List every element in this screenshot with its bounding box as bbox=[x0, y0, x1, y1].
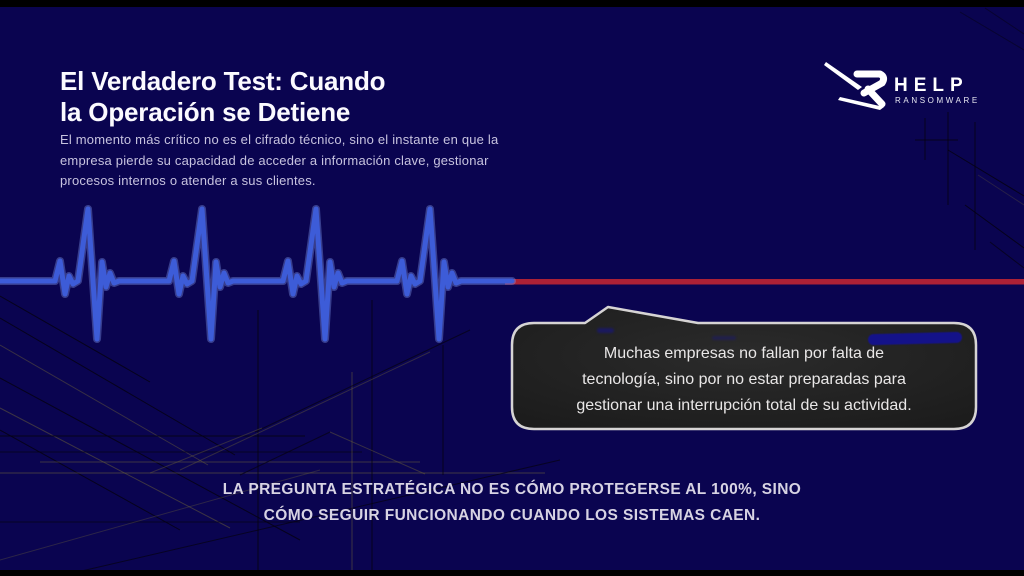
heartbeat-line bbox=[0, 206, 515, 342]
page-title: El Verdadero Test: Cuando la Operación s… bbox=[60, 66, 386, 128]
strategic-statement: LA PREGUNTA ESTRATÉGICA NO ES CÓMO PROTE… bbox=[0, 477, 1024, 528]
helpransomware-logo: HELP RANSOMWARE bbox=[824, 58, 977, 114]
logo-brand-text: HELP bbox=[894, 75, 969, 96]
redaction-smudge bbox=[712, 336, 736, 340]
redaction-smudge bbox=[597, 328, 614, 333]
strategic-statement-line: CÓMO SEGUIR FUNCIONANDO CUANDO LOS SISTE… bbox=[263, 506, 761, 524]
intro-line: empresa pierde su capacidad de acceder a… bbox=[60, 152, 489, 168]
flatline bbox=[505, 279, 1024, 285]
letterbox-bottom bbox=[0, 570, 1024, 576]
title-line-1: El Verdadero Test: Cuando bbox=[60, 66, 386, 96]
title-line-2: la Operación se Detiene bbox=[60, 97, 351, 127]
intro-paragraph: El momento más crítico no es el cifrado … bbox=[60, 130, 498, 192]
bubble-quote-line: Muchas empresas no fallan por falta de bbox=[603, 345, 885, 362]
logo-swoosh-r-icon bbox=[824, 62, 888, 110]
bubble-quote: Muchas empresas no fallan por falta de t… bbox=[532, 341, 956, 419]
intro-line: El momento más crítico no es el cifrado … bbox=[60, 132, 499, 147]
logo-sub-text: RANSOMWARE bbox=[895, 96, 980, 105]
bubble-quote-line: gestionar una interrupción total de su a… bbox=[576, 397, 912, 414]
intro-line: procesos internos o atender a sus client… bbox=[60, 173, 316, 188]
strategic-statement-line: LA PREGUNTA ESTRATÉGICA NO ES CÓMO PROTE… bbox=[222, 481, 802, 498]
letterbox-top bbox=[0, 0, 1024, 7]
bubble-quote-line: tecnología, sino por no estar preparadas… bbox=[582, 371, 906, 388]
